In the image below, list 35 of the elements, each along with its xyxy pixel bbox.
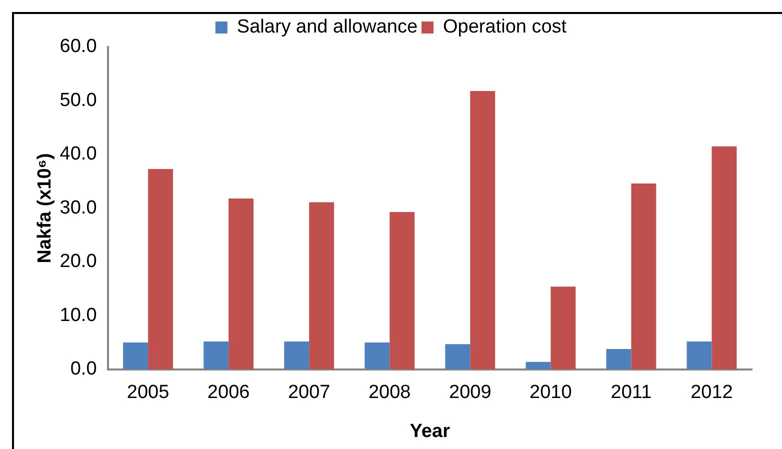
bar [606,348,632,370]
y-tick-label: 0.0 [70,358,97,380]
x-tick-label: 2012 [690,382,733,404]
bar [712,146,737,370]
x-tick-label: 2006 [207,382,250,404]
bar [123,342,148,370]
bar [470,91,496,370]
bar [284,341,310,370]
x-tick-label: 2005 [126,382,170,404]
y-tick-label: 20.0 [60,251,97,272]
bar [550,286,576,370]
legend-label: Salary and allowance [236,16,418,38]
bar [445,344,470,370]
bar [390,212,415,370]
x-tick-label: 2010 [530,382,572,404]
y-axis-title: Nakfa (x10⁶) [34,153,56,264]
bar [364,342,390,370]
x-tick-label: 2007 [288,382,330,404]
bar [631,183,656,370]
legend-label: Operation cost [443,16,568,38]
x-axis-title: Year [410,420,451,442]
bar [204,341,229,370]
y-tick-label: 10.0 [60,304,97,326]
x-tick-label: 2009 [449,382,492,404]
bar [228,198,254,370]
bar [309,202,334,370]
bar [526,362,551,370]
y-tick-label: 30.0 [60,197,97,218]
x-tick-label: 2011 [610,382,652,404]
bar [148,168,174,370]
y-tick-label: 60.0 [60,36,97,58]
y-tick-label: 40.0 [60,144,97,165]
x-tick-label: 2008 [368,382,411,404]
bar [686,341,712,370]
y-tick-label: 50.0 [60,90,97,111]
